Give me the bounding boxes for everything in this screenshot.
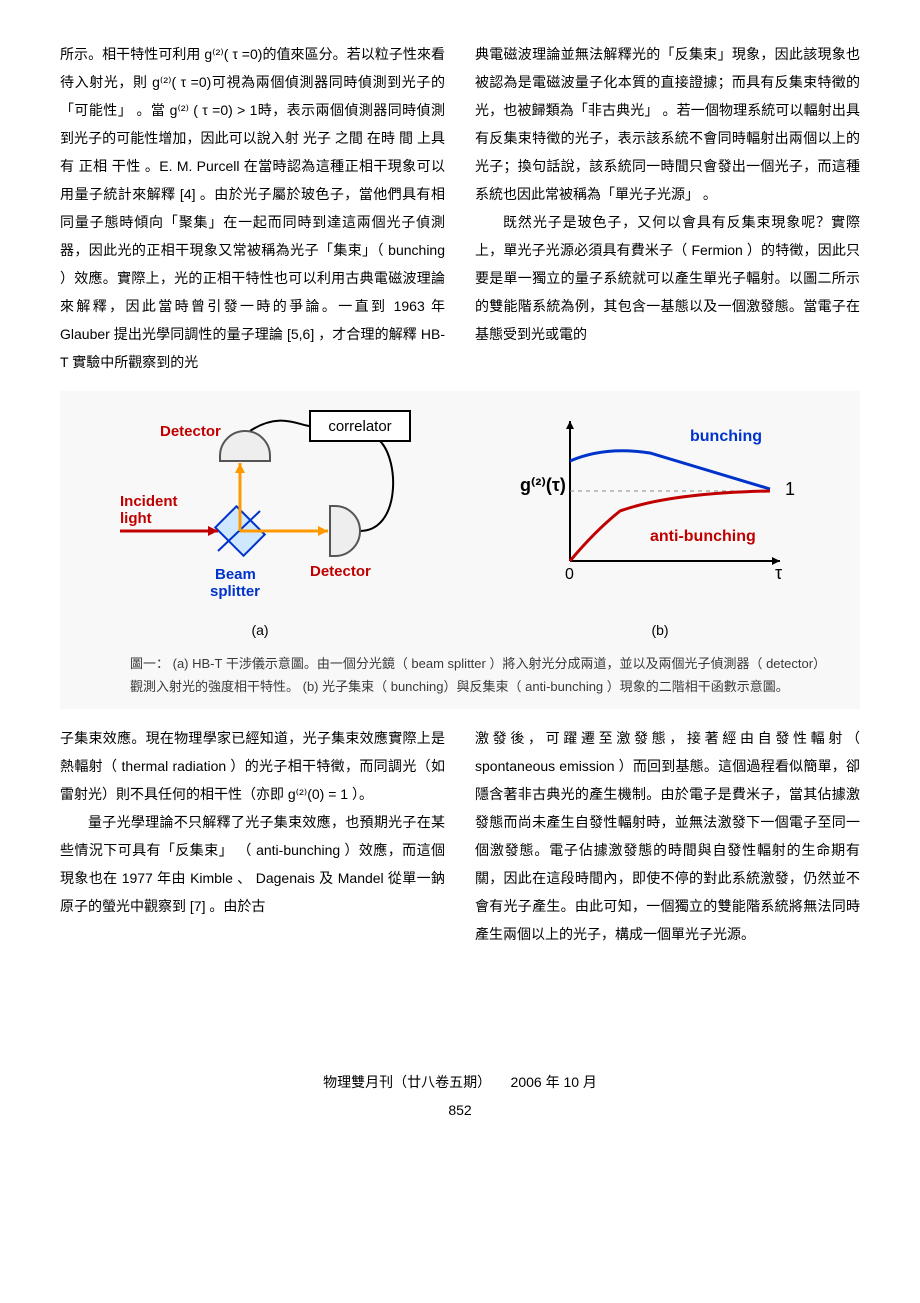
footer-journal: 物理雙月刊（廿八卷五期） [323,1074,491,1090]
light-label: light [120,510,152,527]
panel-b-label: (b) [470,616,850,644]
bottom-left-para1: 子集束效應。現在物理學家已經知道，光子集束效應實際上是熱輻射（ thermal … [60,724,445,808]
footer-date: 2006 年 10 月 [511,1074,597,1090]
hbt-diagram-svg: correlator Detector Detector Incident [100,401,420,601]
beam-label: Beam [215,566,256,583]
top-columns: 所示。相干特性可利用 g⁽²⁾( τ =0)的值來區分。若以粒子性來看待入射光，… [60,40,860,376]
antibunching-curve [570,491,770,561]
bottom-columns: 子集束效應。現在物理學家已經知道，光子集束效應實際上是熱輻射（ thermal … [60,724,860,948]
beam-right-head [318,526,328,536]
bottom-right-column: 激發後，可躍遷至激發態，接著經由自發性輻射（ spontaneous emiss… [475,724,860,948]
figure-panel-b: g⁽²⁾(τ) bunching anti-bunching 1 0 τ (b) [470,401,850,644]
bottom-left-column: 子集束效應。現在物理學家已經知道，光子集束效應實際上是熱輻射（ thermal … [60,724,445,948]
footer-page: 852 [448,1102,471,1118]
figure-caption: 圖一： (a) HB-T 干涉儀示意圖。由一個分光鏡（ beam splitte… [70,644,850,699]
detector-right-shape [330,506,360,556]
detector-top-shape [220,431,270,461]
top-right-para2: 既然光子是玻色子，又何以會具有反集束現象呢？實際上，單光子光源必須具有費米子（ … [475,208,860,348]
bunching-curve [570,451,770,489]
figure-one: correlator Detector Detector Incident [60,391,860,709]
incident-label: Incident [120,493,178,510]
tau-label: τ [775,563,782,583]
zero-label: 0 [565,566,574,583]
bunching-label: bunching [690,428,762,445]
splitter-label: splitter [210,583,260,600]
bottom-left-para2: 量子光學理論不只解釋了光子集束效應，也預期光子在某些情況下可具有「反集束」 （ … [60,808,445,920]
g2-chart-svg: g⁽²⁾(τ) bunching anti-bunching 1 0 τ [510,401,810,601]
top-left-para1: 所示。相干特性可利用 g⁽²⁾( τ =0)的值來區分。若以粒子性來看待入射光，… [60,40,445,376]
top-left-column: 所示。相干特性可利用 g⁽²⁾( τ =0)的值來區分。若以粒子性來看待入射光，… [60,40,445,376]
g2-axis-label: g⁽²⁾(τ) [520,475,566,495]
panel-a-label: (a) [70,616,450,644]
one-label: 1 [785,479,795,499]
figure-panel-a: correlator Detector Detector Incident [70,401,450,644]
y-axis-arrow [566,421,574,429]
detector-top-label: Detector [160,423,221,440]
wire-right [360,441,393,531]
wire-top [250,421,310,431]
figure-panels: correlator Detector Detector Incident [70,401,850,644]
bottom-right-para1: 激發後，可躍遷至激發態，接著經由自發性輻射（ spontaneous emiss… [475,724,860,948]
beam-up-head [235,463,245,473]
top-right-column: 典電磁波理論並無法解釋光的「反集束」現象，因此該現象也被認為是電磁波量子化本質的… [475,40,860,376]
antibunching-label: anti-bunching [650,528,756,545]
detector-right-label: Detector [310,563,371,580]
page-footer: 物理雙月刊（廿八卷五期） 2006 年 10 月 852 [60,1068,860,1124]
correlator-label: correlator [328,418,391,435]
top-right-para1: 典電磁波理論並無法解釋光的「反集束」現象，因此該現象也被認為是電磁波量子化本質的… [475,40,860,208]
